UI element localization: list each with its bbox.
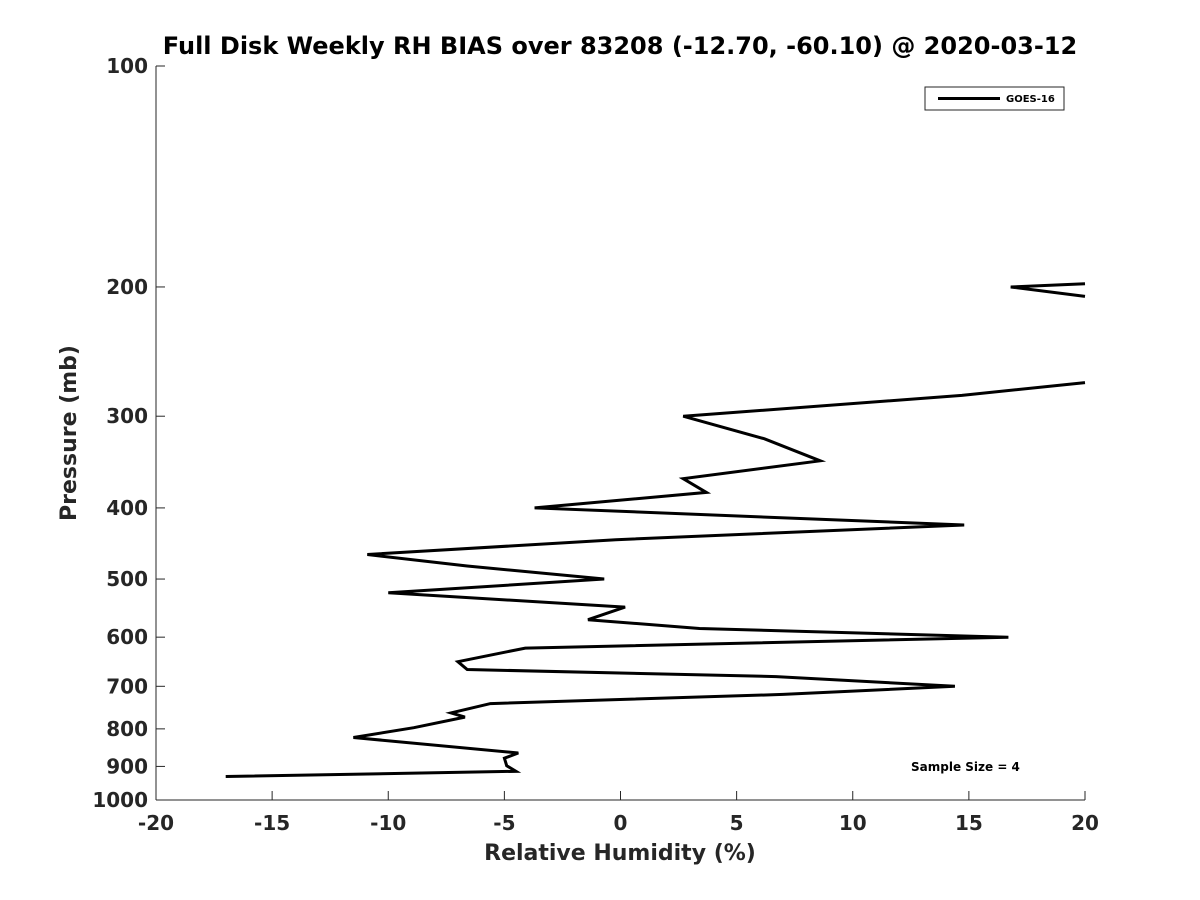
- y-tick-label: 600: [106, 625, 148, 649]
- x-tick-label: -20: [138, 811, 174, 835]
- y-tick-label: 700: [106, 674, 148, 698]
- y-tick-label: 800: [106, 717, 148, 741]
- x-tick-label: 20: [1071, 811, 1099, 835]
- y-tick-label: 200: [106, 275, 148, 299]
- legend-label-goes-16: GOES-16: [1006, 94, 1055, 105]
- x-tick-label: -10: [370, 811, 406, 835]
- x-axis-label: Relative Humidity (%): [484, 841, 756, 866]
- legend: GOES-16: [924, 86, 1065, 111]
- y-tick-label: 900: [106, 754, 148, 778]
- x-tick-label: 5: [730, 811, 744, 835]
- y-tick-label: 1000: [92, 788, 148, 812]
- series-line-goes-16-segment-2: [225, 381, 1086, 778]
- series-line-goes-16-segment-1: [1010, 282, 1086, 298]
- x-tick-label: -15: [254, 811, 290, 835]
- x-tick-label: -5: [493, 811, 515, 835]
- y-axis-ticks: 100 200 300 400 500 600 700 800 900 1000: [92, 54, 165, 812]
- chart-title: Full Disk Weekly RH BIAS over 83208 (-12…: [163, 32, 1077, 60]
- y-tick-label: 500: [106, 567, 148, 591]
- series-layer: [225, 282, 1086, 778]
- x-tick-label: 0: [614, 811, 628, 835]
- sample-size-annotation: Sample Size = 4: [911, 760, 1020, 774]
- x-axis-ticks: -20 -15 -10 -5 0 5 10 15 20: [138, 791, 1099, 835]
- y-tick-label: 100: [106, 54, 148, 78]
- y-tick-label: 400: [106, 496, 148, 520]
- y-tick-label: 300: [106, 404, 148, 428]
- plot-area: [155, 66, 1085, 801]
- y-axis-label: Pressure (mb): [57, 345, 82, 521]
- x-tick-label: 10: [839, 811, 867, 835]
- x-tick-label: 15: [955, 811, 983, 835]
